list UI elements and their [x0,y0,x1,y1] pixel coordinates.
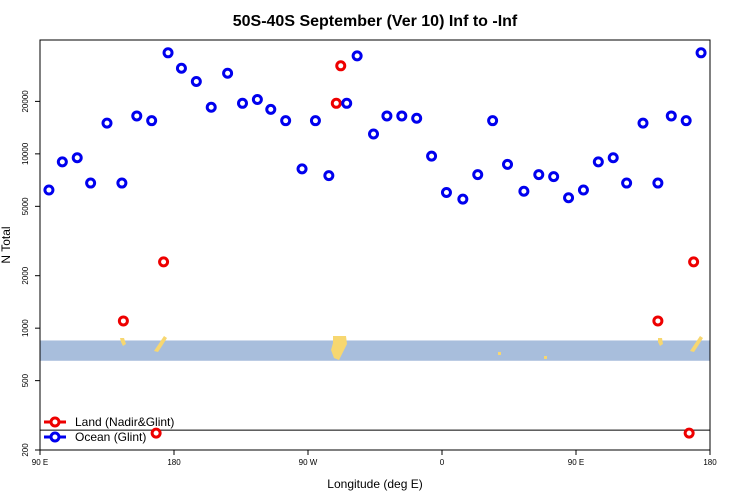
ocean-point-3 [85,177,97,189]
ocean-point-5 [116,177,128,189]
ocean-point-19 [323,170,335,182]
ocean-point-11 [205,101,217,113]
y-axis-label: N Total [0,226,13,263]
ocean-point-6 [131,110,143,122]
ocean-point-2 [71,152,83,164]
land-point-0 [117,315,129,327]
ocean-point-4 [101,117,113,129]
ocean-point-10 [190,76,202,88]
land-point-4 [335,60,347,72]
ocean-point-29 [472,169,484,181]
y-tick-label-5: 10000 [21,142,30,165]
ocean-point-40 [637,117,649,129]
legend-marker-land [49,416,61,428]
land-point-5 [652,315,664,327]
land-patch-nz-left [120,338,126,346]
x-axis-label: Longitude (deg E) [327,477,422,491]
land-patch-chatham-left [154,336,167,352]
land-point-6 [688,256,700,268]
ocean-point-33 [533,169,545,181]
ocean-point-31 [502,158,514,170]
legend-marker-ocean [49,431,61,443]
ocean-point-21 [351,50,363,62]
chart-title: 50S-40S September (Ver 10) Inf to -Inf [233,13,518,30]
x-tick-label-0: 90 E [32,458,48,467]
ocean-point-26 [426,150,438,162]
ocean-point-18 [309,115,321,127]
ocean-point-27 [440,187,452,199]
ocean-point-35 [563,192,575,204]
land-point-3 [330,97,342,109]
ocean-band [40,340,710,361]
ocean-point-22 [368,128,380,140]
ocean-point-30 [487,115,499,127]
x-tick-label-5: 180 [703,458,717,467]
ocean-point-0 [43,184,55,196]
y-tick-label-0: 200 [21,443,30,457]
ocean-point-37 [592,156,604,168]
ocean-point-38 [607,152,619,164]
y-tick-label-1: 500 [21,373,30,387]
ocean-point-8 [162,47,174,59]
ocean-point-43 [680,115,692,127]
y-tick-label-2: 1000 [21,319,30,337]
axis-ticks: 90 E 180 90 W 0 90 E 180 200 500 1000 2000 5000 100… [21,90,717,467]
ocean-point-12 [222,67,234,79]
land-patch-island-b [544,356,547,359]
legend-label-land: Land (Nadir&Glint) [75,415,174,429]
land-patch-south-america [331,336,347,360]
ocean-point-20 [341,97,353,109]
ocean-point-41 [652,177,664,189]
plot-frame [39,39,711,451]
ocean-point-15 [265,103,277,115]
land-point-7 [683,427,695,439]
ocean-point-1 [56,156,68,168]
y-tick-label-3: 2000 [21,266,30,284]
ocean-point-13 [236,97,248,109]
ocean-point-28 [457,193,469,205]
legend: Land (Nadir&Glint) Ocean (Glint) [44,415,174,444]
ocean-point-17 [296,163,308,175]
x-tick-label-2: 90 W [299,458,318,467]
land-point-2 [150,427,162,439]
x-tick-label-4: 90 E [568,458,584,467]
ocean-point-36 [577,184,589,196]
land-patch-island-a [498,352,501,355]
ocean-point-16 [280,115,292,127]
y-tick-label-6: 20000 [21,90,30,113]
ocean-point-7 [146,115,158,127]
ocean-point-42 [665,110,677,122]
ocean-point-25 [411,112,423,124]
land-patch-chatham-right [690,336,703,352]
x-tick-label-1: 180 [167,458,181,467]
map-band [40,336,710,361]
ocean-point-34 [548,171,560,183]
ocean-point-9 [175,62,187,74]
ocean-point-23 [381,110,393,122]
ocean-point-44 [695,47,707,59]
ocean-point-32 [518,185,530,197]
y-tick-label-4: 5000 [21,197,30,215]
x-tick-label-3: 0 [440,458,445,467]
land-patch-nz-right [658,338,663,346]
legend-label-ocean: Ocean (Glint) [75,430,146,444]
ocean-point-24 [396,110,408,122]
land-point-1 [158,256,170,268]
ocean-point-39 [621,177,633,189]
data-points [43,47,707,439]
ocean-point-14 [251,94,263,106]
